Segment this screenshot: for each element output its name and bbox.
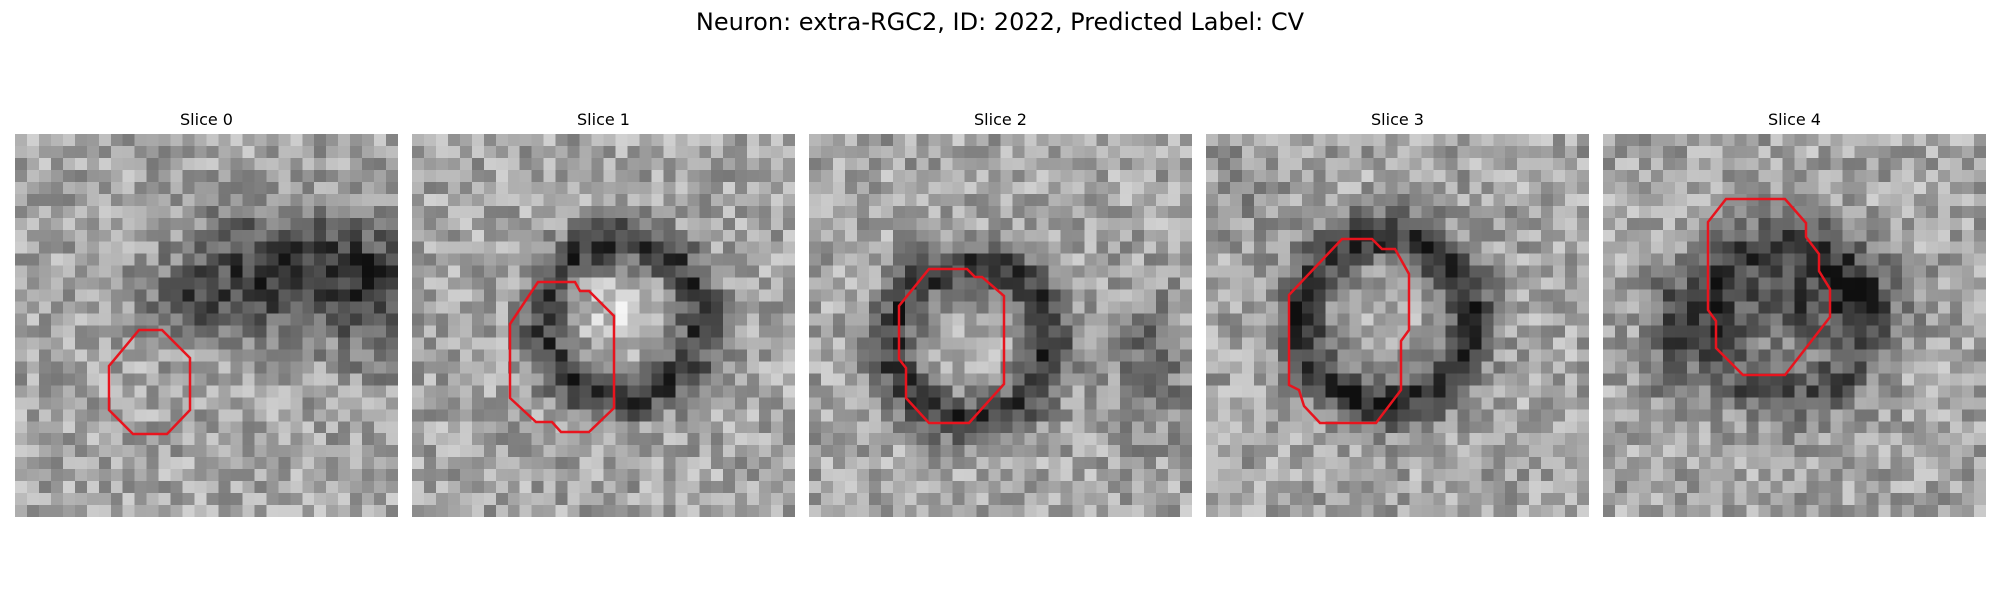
slice-panel-4: Slice 4 xyxy=(1603,110,1986,517)
slice-title: Slice 4 xyxy=(1768,110,1821,129)
slice-title: Slice 1 xyxy=(577,110,630,129)
roi-contour xyxy=(1287,237,1411,425)
roi-contour xyxy=(897,267,1006,425)
em-image xyxy=(809,134,1192,517)
roi-contour xyxy=(508,280,616,434)
slice-panel-2: Slice 2 xyxy=(809,110,1192,517)
slice-title: Slice 2 xyxy=(974,110,1027,129)
slice-panel-0: Slice 0 xyxy=(15,110,398,517)
roi-overlay xyxy=(508,280,616,434)
figure-title: Neuron: extra-RGC2, ID: 2022, Predicted … xyxy=(695,8,1305,36)
slice-title: Slice 3 xyxy=(1371,110,1424,129)
slice-panel-3: Slice 3 xyxy=(1206,110,1589,517)
roi-overlay xyxy=(897,267,1006,425)
em-image xyxy=(1206,134,1589,517)
em-image xyxy=(15,134,398,517)
em-image xyxy=(412,134,795,517)
slice-panel-1: Slice 1 xyxy=(412,110,795,517)
roi-contour xyxy=(1706,197,1832,377)
roi-contour xyxy=(107,328,192,436)
roi-overlay xyxy=(1287,237,1411,425)
roi-overlay xyxy=(1706,197,1832,377)
roi-overlay xyxy=(107,328,192,436)
slice-title: Slice 0 xyxy=(180,110,233,129)
em-image xyxy=(1603,134,1986,517)
